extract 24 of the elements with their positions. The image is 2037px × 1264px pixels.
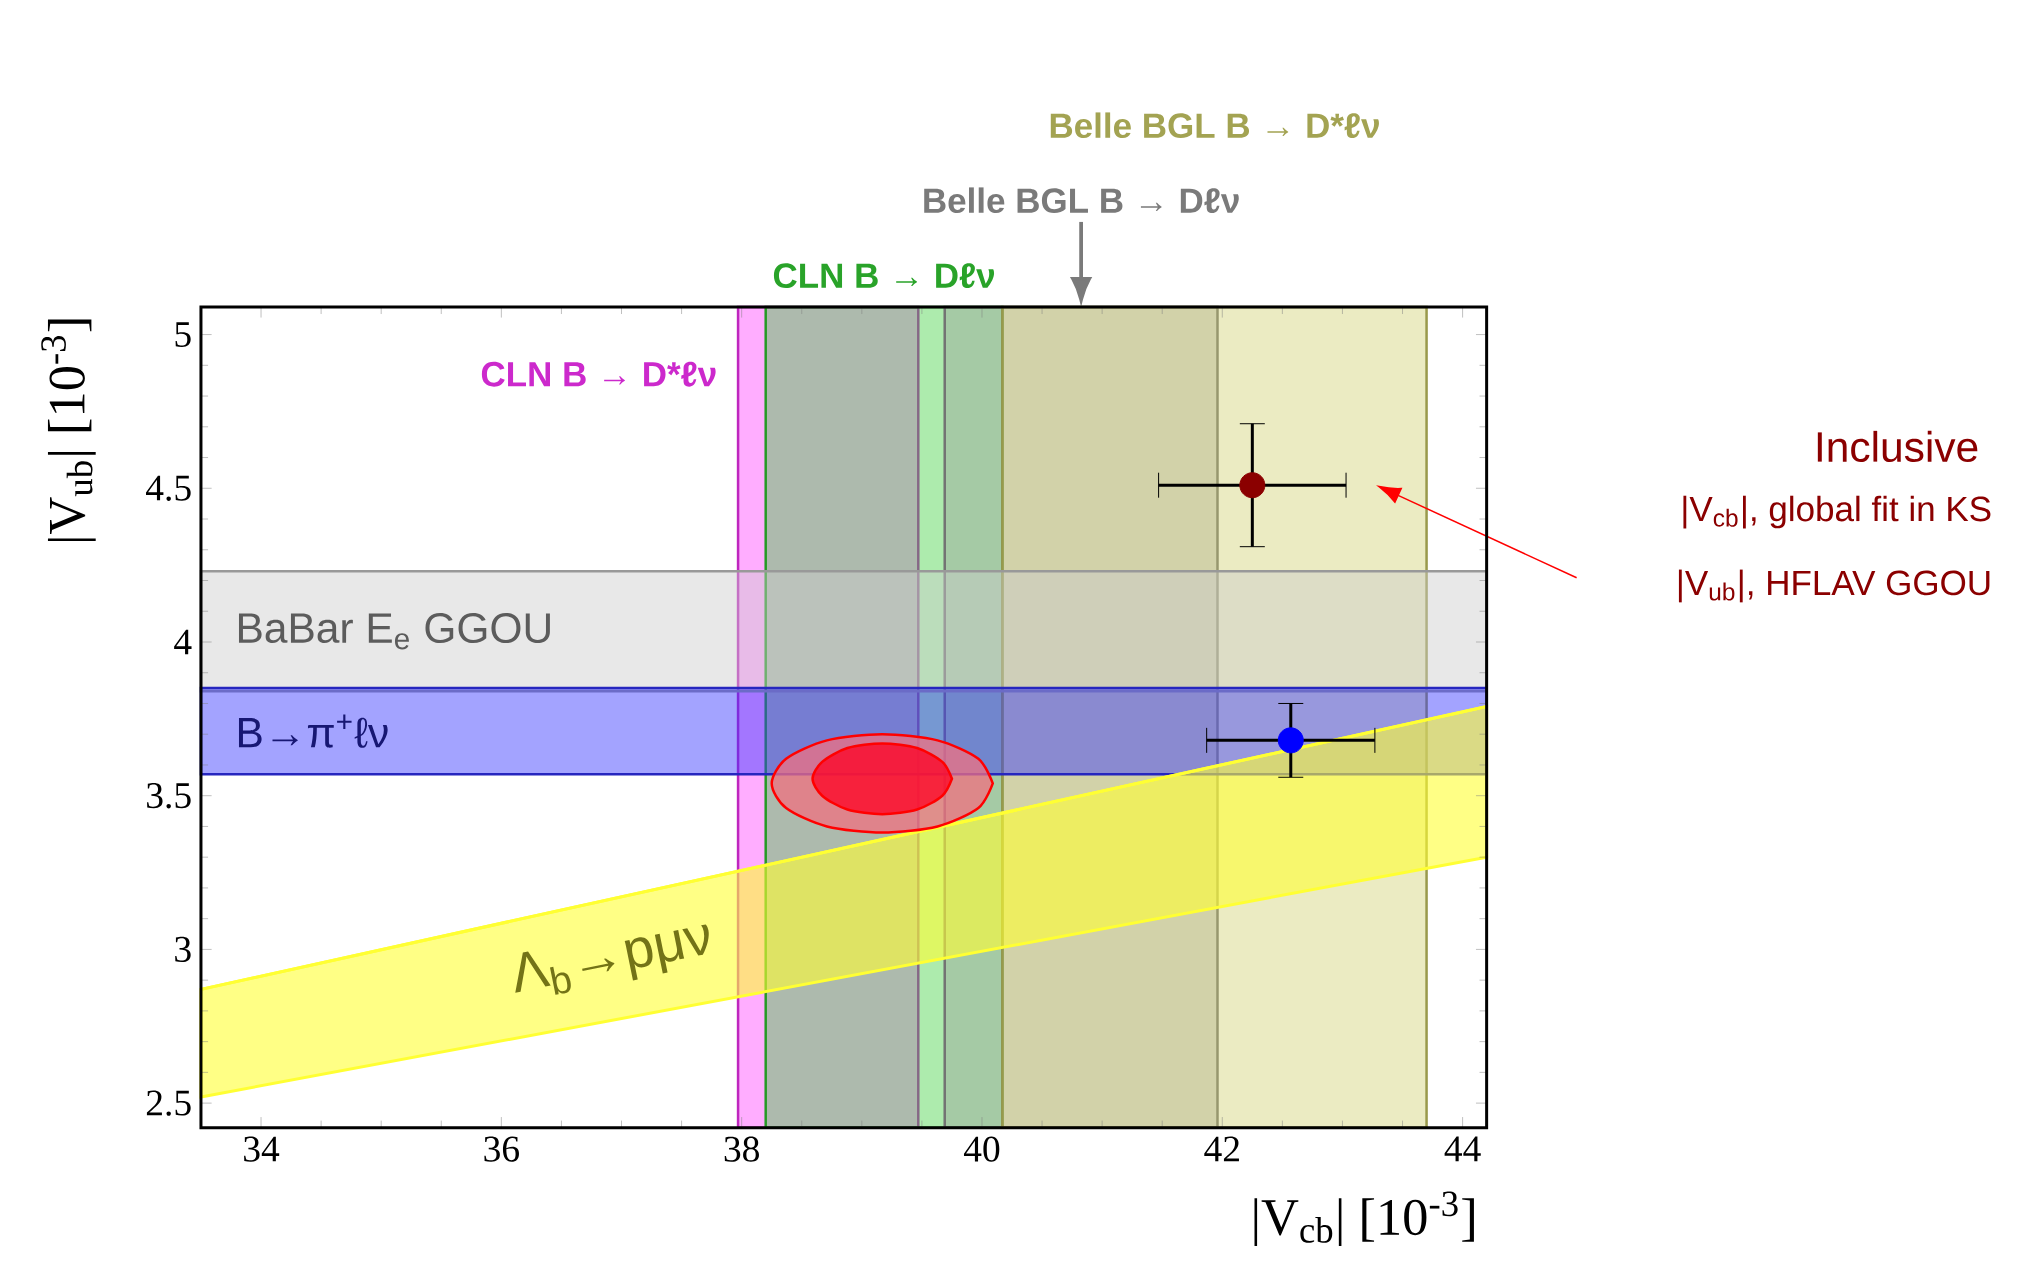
band-label: CLN B → D*ℓν xyxy=(481,361,716,387)
y-tick-label: 4 xyxy=(174,629,192,655)
y-axis-title: |V$_{ub}$| [10$^{-3}$] xyxy=(41,319,96,542)
y-tick-label: 3 xyxy=(175,936,191,963)
x-tick-label: 36 xyxy=(484,1136,519,1162)
band-label: CLN B → Dℓν xyxy=(773,263,995,289)
y-tick-label: 4.5 xyxy=(146,475,191,502)
text: |V$_{cb}$|, global fit in KS xyxy=(1683,495,1991,529)
x-tick-label: 38 xyxy=(724,1136,759,1162)
y-tick-label: 5 xyxy=(175,322,191,348)
x-tick-label: 34 xyxy=(244,1136,280,1162)
band-label: Belle BGL B → D*ℓν xyxy=(1050,112,1379,139)
band-label: B→π$^{+}$ℓν xyxy=(238,714,388,748)
text: Λ$_{b}$→pμν xyxy=(515,924,709,995)
x-tick-label: 44 xyxy=(1444,1136,1481,1162)
band-label: Belle BGL B → Dℓν xyxy=(924,187,1239,214)
text: |V$_{ub}$|, HFLAV GGOU xyxy=(1678,569,1990,603)
y-tick-label: 2.5 xyxy=(146,1090,191,1116)
band-label: BaBar E$_{e}$ GGOU xyxy=(238,613,550,650)
text: Inclusive xyxy=(1817,431,1978,463)
y-tick-label: 3.5 xyxy=(147,783,191,809)
x-axis-title: |V$_{cb}$| [10$^{-3}$] xyxy=(1254,1191,1474,1247)
x-tick-label: 40 xyxy=(963,1136,1000,1162)
x-tick-label: 42 xyxy=(1204,1136,1239,1162)
